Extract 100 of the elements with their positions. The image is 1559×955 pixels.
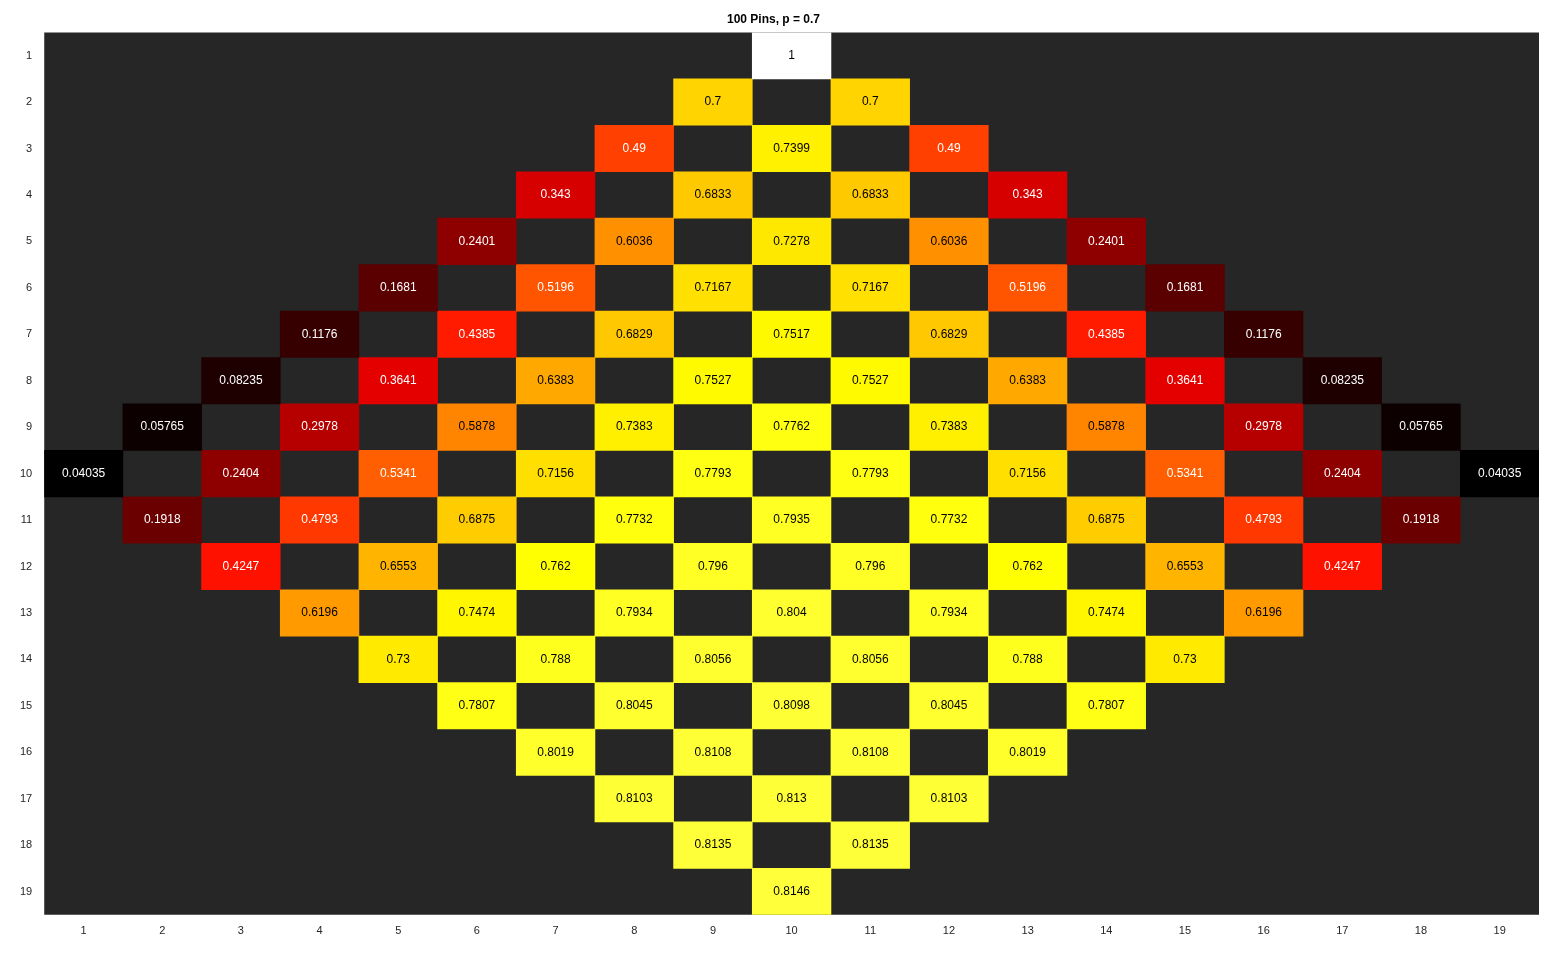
y-tick-label: 17 [19, 791, 33, 804]
data-label: 1 [788, 47, 796, 62]
data-label: 0.6875 [458, 512, 496, 527]
y-tick-label: 14 [19, 652, 33, 665]
data-label: 0.7793 [851, 465, 889, 480]
data-label: 0.4385 [458, 326, 496, 341]
y-tick-label: 2 [26, 95, 33, 108]
x-tick-label: 9 [709, 924, 717, 937]
data-label: 0.7167 [694, 280, 732, 295]
data-label: 0.7762 [773, 419, 811, 434]
data-label: 0.796 [855, 558, 886, 573]
data-label: 0.804 [776, 605, 807, 620]
data-label: 0.7278 [773, 233, 811, 248]
data-label: 0.7934 [615, 605, 653, 620]
data-label: 0.5878 [1087, 419, 1125, 434]
x-tick-label: 13 [1021, 924, 1034, 937]
data-label: 0.73 [1173, 651, 1197, 666]
x-tick-label: 10 [785, 924, 798, 937]
data-label: 0.5878 [458, 419, 496, 434]
data-label: 0.1681 [1166, 280, 1204, 295]
data-label: 0.7474 [1087, 605, 1125, 620]
data-label: 0.8146 [773, 883, 811, 898]
x-tick-label: 2 [159, 924, 166, 937]
data-label: 0.8056 [851, 651, 889, 666]
x-tick-label: 7 [552, 924, 559, 937]
data-label: 0.4247 [1323, 558, 1361, 573]
data-label: 0.8135 [851, 837, 889, 852]
data-label: 0.1176 [1245, 326, 1282, 341]
data-label: 0.7156 [537, 465, 575, 480]
data-label: 0.788 [540, 651, 571, 666]
data-label: 0.8098 [773, 698, 811, 713]
data-label: 0.6553 [379, 558, 417, 573]
x-tick-label: 3 [237, 924, 244, 937]
y-tick-label: 5 [26, 234, 33, 247]
y-tick-label: 15 [19, 698, 33, 711]
data-label: 0.2401 [1087, 233, 1125, 248]
data-label: 0.5341 [1166, 465, 1204, 480]
data-label: 0.5196 [1009, 280, 1047, 295]
data-label: 0.8103 [930, 791, 968, 806]
x-tick-label: 15 [1178, 924, 1192, 937]
data-label: 0.8045 [930, 698, 968, 713]
x-tick-label: 12 [942, 924, 956, 937]
data-label: 0.7 [861, 94, 879, 109]
data-label: 0.3641 [1166, 373, 1204, 388]
data-label: 0.7383 [930, 419, 968, 434]
data-label: 0.6833 [851, 187, 889, 202]
data-label: 0.4793 [1245, 512, 1283, 527]
x-tick-label: 5 [395, 924, 402, 937]
y-tick-label: 11 [20, 513, 33, 526]
data-label: 0.6875 [1087, 512, 1125, 527]
y-tick-label: 16 [19, 745, 33, 758]
x-tick-label: 1 [80, 924, 87, 937]
data-label: 0.6383 [1009, 373, 1047, 388]
data-label: 0.04035 [1477, 465, 1522, 480]
x-tick-label: 11 [864, 924, 876, 937]
data-label: 0.8019 [1009, 744, 1047, 759]
data-label: 0.05765 [1399, 419, 1443, 434]
y-tick-label: 3 [26, 141, 33, 154]
data-label: 0.7474 [458, 605, 496, 620]
data-label: 0.7934 [930, 605, 968, 620]
data-label: 0.5341 [379, 465, 417, 480]
data-label: 0.762 [1012, 558, 1043, 573]
data-label: 0.7167 [851, 280, 889, 295]
data-label: 0.2401 [458, 233, 496, 248]
x-tick-label: 14 [1100, 924, 1113, 937]
data-label: 0.8056 [694, 651, 732, 666]
data-label: 0.6553 [1166, 558, 1204, 573]
data-label: 0.762 [540, 558, 571, 573]
y-tick-label: 7 [26, 327, 33, 340]
data-label: 0.6833 [694, 187, 732, 202]
data-label: 0.7807 [458, 698, 496, 713]
x-tick-label: 6 [473, 924, 480, 937]
data-label: 0.7517 [773, 326, 811, 341]
x-tick-label: 18 [1414, 924, 1428, 937]
y-tick-label: 9 [26, 420, 33, 433]
data-label: 0.73 [386, 651, 411, 666]
data-label: 0.6829 [930, 326, 968, 341]
x-tick-label: 4 [316, 924, 323, 937]
data-label: 0.7399 [773, 140, 811, 155]
data-label: 0.6036 [615, 233, 653, 248]
data-label: 0.796 [697, 558, 729, 573]
y-tick-label: 18 [19, 838, 33, 851]
data-label: 0.8108 [694, 744, 732, 759]
data-label: 0.08235 [1320, 373, 1365, 388]
data-label: 0.7793 [694, 465, 732, 480]
data-label: 0.04035 [61, 465, 106, 480]
data-label: 0.8045 [615, 698, 653, 713]
chart-title: 100 Pins, p = 0.7 [726, 11, 821, 26]
data-label: 0.343 [1012, 187, 1043, 202]
data-label: 0.8135 [694, 837, 732, 852]
data-label: 0.7 [704, 94, 722, 109]
data-label: 0.343 [540, 187, 571, 202]
data-label: 0.6196 [1245, 605, 1283, 620]
y-tick-label: 19 [19, 884, 33, 897]
data-label: 0.4385 [1087, 326, 1125, 341]
data-label: 0.7156 [1009, 465, 1047, 480]
data-label: 0.7807 [1087, 698, 1125, 713]
y-tick-label: 6 [26, 280, 33, 293]
data-label: 0.1918 [1402, 512, 1440, 527]
x-tick-label: 19 [1493, 924, 1506, 937]
